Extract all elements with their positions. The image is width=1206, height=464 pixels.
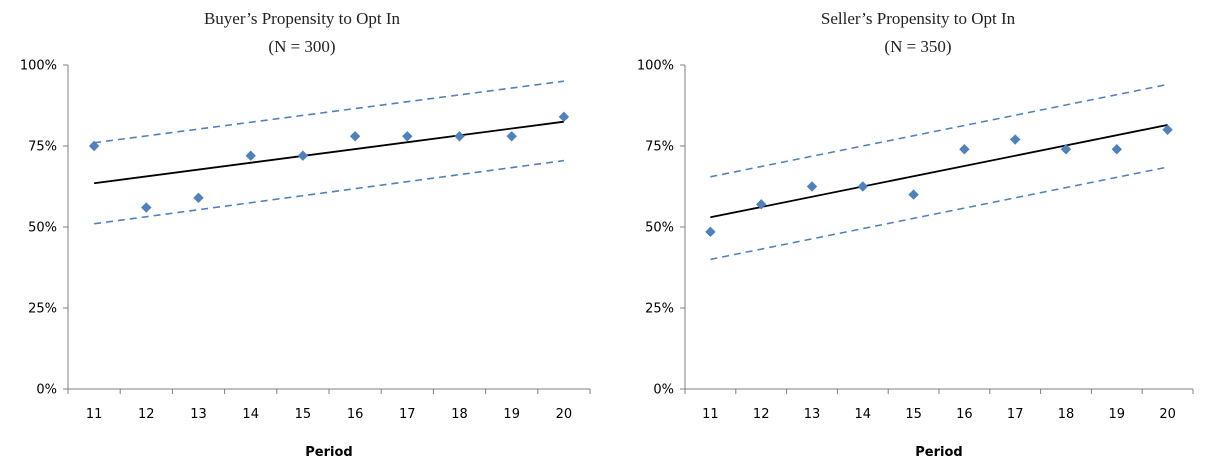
x-tick-label: 17 <box>1007 407 1024 422</box>
chart-title: Seller’s Propensity to Opt In <box>821 9 1016 28</box>
x-tick-label: 15 <box>905 407 922 422</box>
trend-line <box>93 120 565 185</box>
x-tick-label: 11 <box>86 407 103 422</box>
data-point <box>506 131 517 142</box>
y-tick-label: 0% <box>36 383 57 398</box>
x-tick-label: 19 <box>503 407 520 422</box>
data-point <box>959 144 970 155</box>
y-tick-label: 25% <box>28 302 57 317</box>
data-point <box>88 140 100 152</box>
y-tick-label: 25% <box>645 302 674 317</box>
data-point <box>193 192 204 204</box>
data-point <box>558 111 570 123</box>
data-point <box>1010 134 1021 145</box>
data-point <box>141 202 152 213</box>
x-tick-label: 20 <box>1159 407 1176 422</box>
x-tick-label: 19 <box>1109 407 1126 422</box>
y-tick-label: 75% <box>28 140 57 155</box>
trend-line <box>710 124 1168 219</box>
data-point <box>349 131 361 142</box>
y-tick-label: 100% <box>637 59 674 74</box>
x-tick-label: 14 <box>242 407 259 422</box>
upper-confidence-band <box>710 83 1168 178</box>
x-tick-label: 20 <box>556 407 573 422</box>
x-tick-label: 12 <box>138 407 155 422</box>
data-point <box>402 131 413 142</box>
x-tick-label: 14 <box>855 407 872 422</box>
y-tick-label: 0% <box>653 383 674 398</box>
x-tick-label: 12 <box>753 407 770 422</box>
lower-confidence-band <box>93 159 565 225</box>
x-tick-label: 15 <box>295 407 312 422</box>
data-point <box>806 181 818 192</box>
lower-confidence-band <box>710 166 1168 261</box>
x-tick-label: 13 <box>190 407 207 422</box>
data-point <box>1111 144 1122 155</box>
chart-title: Buyer’s Propensity to Opt In <box>204 9 401 28</box>
data-point <box>705 226 716 238</box>
chart-subtitle: (N = 300) <box>268 37 335 56</box>
x-axis-label: Period <box>915 445 962 460</box>
x-tick-label: 13 <box>804 407 821 422</box>
x-axis-label: Period <box>305 445 352 460</box>
x-tick-label: 17 <box>399 407 416 422</box>
upper-confidence-band <box>93 80 565 144</box>
x-tick-label: 18 <box>1058 407 1075 422</box>
data-point <box>245 150 256 161</box>
chart-subtitle: (N = 350) <box>884 37 951 56</box>
data-point <box>857 181 868 192</box>
chart-panel-1: Buyer’s Propensity to Opt In (N = 300) 0% 2… <box>20 9 591 460</box>
y-tick-label: 50% <box>28 221 57 236</box>
x-tick-label: 18 <box>451 407 468 422</box>
y-tick-label: 100% <box>20 59 57 74</box>
x-tick-label: 11 <box>702 407 719 422</box>
y-tick-label: 50% <box>645 221 674 236</box>
x-tick-label: 16 <box>347 407 364 422</box>
data-point <box>908 189 919 200</box>
data-point <box>1162 124 1173 135</box>
data-point <box>1060 144 1072 155</box>
y-tick-label: 75% <box>645 140 674 155</box>
data-point <box>756 199 767 210</box>
x-tick-label: 16 <box>956 407 973 422</box>
data-point <box>297 150 309 161</box>
chart-panel-2: Seller’s Propensity to Opt In (N = 350) 0%… <box>637 9 1194 460</box>
data-point <box>454 131 465 142</box>
